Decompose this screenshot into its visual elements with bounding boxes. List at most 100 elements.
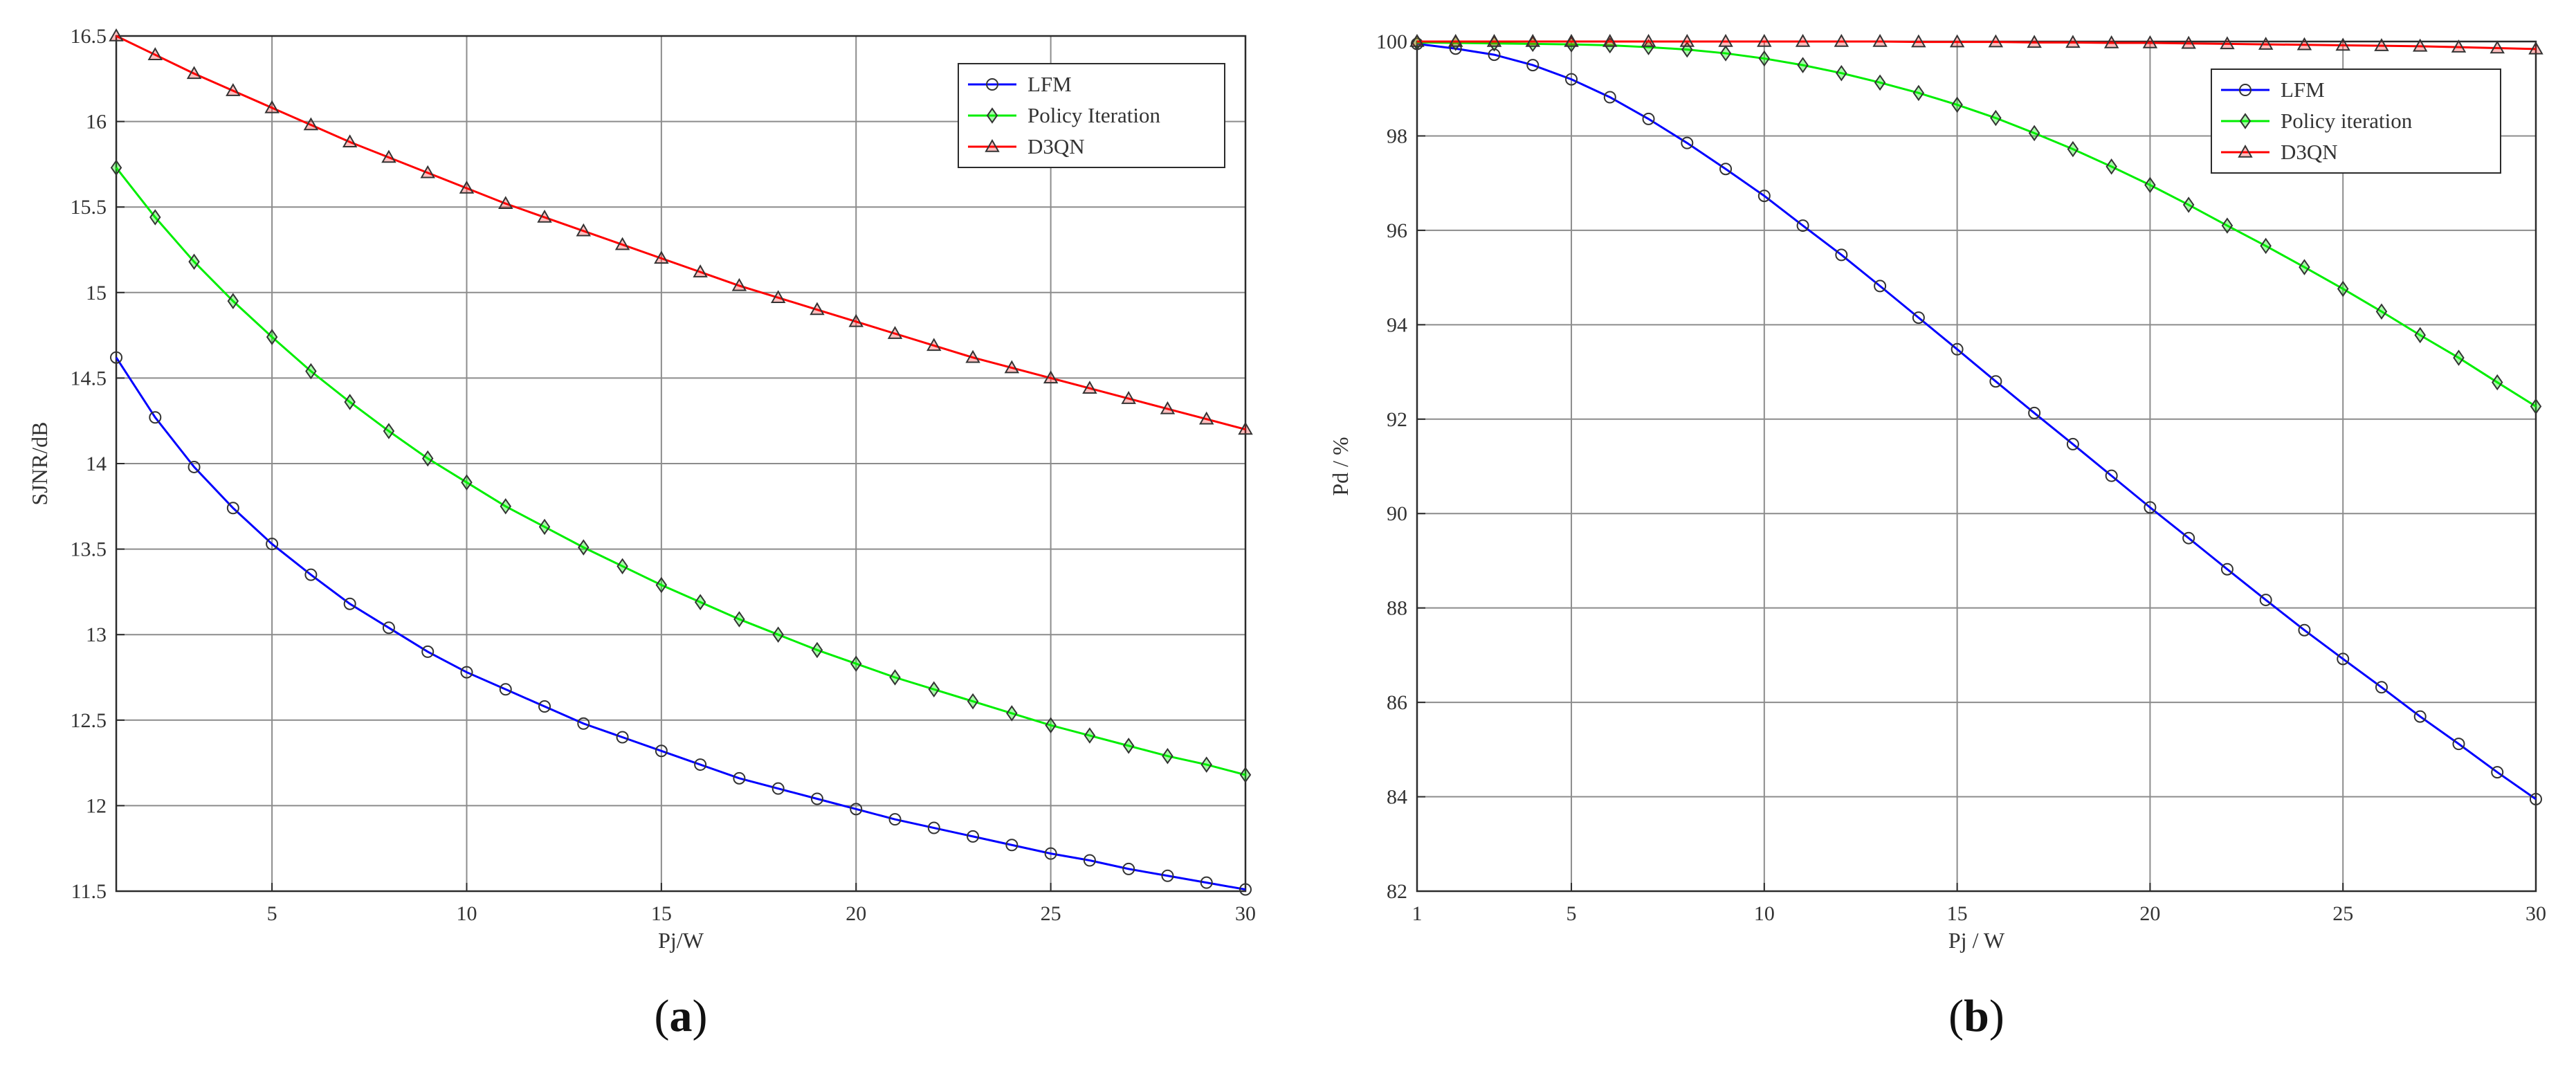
- data-point: [2335, 37, 2350, 51]
- data-point: [694, 594, 706, 610]
- data-point: [1526, 59, 1540, 72]
- data-point: [655, 744, 668, 758]
- series-policy-iteration: [1411, 34, 2542, 415]
- data-point: [2181, 35, 2196, 49]
- y-tick-label: 11.5: [71, 880, 107, 903]
- data-point: [2221, 217, 2234, 234]
- data-point: [1122, 862, 1135, 875]
- data-point: [2296, 37, 2312, 51]
- data-point: [967, 693, 979, 710]
- data-point: [771, 782, 785, 795]
- data-point: [1719, 163, 1733, 176]
- data-point: [2337, 652, 2350, 666]
- data-point: [1162, 747, 1173, 765]
- data-point: [1834, 33, 1849, 47]
- x-tick-label: 25: [2332, 902, 2353, 925]
- data-point: [2492, 374, 2503, 391]
- data-point: [2412, 38, 2428, 52]
- y-tick-label: 100: [1376, 30, 1407, 53]
- data-point: [1564, 33, 1579, 47]
- series-d3qn: [109, 28, 1253, 435]
- data-point: [1643, 39, 1654, 55]
- data-point: [694, 758, 707, 771]
- data-point: [965, 349, 980, 363]
- y-tick-label: 90: [1387, 502, 1407, 525]
- y-tick-label: 86: [1387, 691, 1407, 714]
- data-point: [2182, 531, 2195, 545]
- data-point: [811, 641, 823, 659]
- y-axis-label: Pd / %: [1328, 437, 1353, 495]
- data-point: [421, 645, 435, 658]
- data-point: [1238, 421, 1253, 435]
- data-point: [266, 538, 279, 551]
- data-point: [2220, 563, 2234, 576]
- data-point: [149, 209, 161, 226]
- data-point: [850, 655, 862, 672]
- data-point: [498, 196, 513, 210]
- data-point: [1198, 411, 1214, 425]
- data-point: [1409, 33, 1425, 47]
- data-point: [576, 223, 592, 237]
- y-tick-label: 16: [86, 111, 107, 134]
- y-tick-label: 13.5: [71, 538, 107, 561]
- data-point: [693, 264, 708, 277]
- data-point: [2220, 36, 2235, 50]
- data-point: [1005, 839, 1018, 852]
- data-point: [848, 313, 864, 327]
- data-point: [810, 792, 823, 805]
- data-point: [2105, 158, 2117, 175]
- x-tick-label: 10: [1754, 902, 1775, 925]
- data-point: [927, 821, 940, 834]
- data-point: [2414, 327, 2426, 344]
- x-tick-label: 5: [267, 902, 277, 925]
- data-point: [1951, 342, 1964, 356]
- data-point: [1160, 401, 1176, 414]
- legend-label: LFM: [1027, 72, 1072, 96]
- x-tick-label: 15: [651, 902, 672, 925]
- y-tick-label: 92: [1387, 408, 1407, 431]
- data-point: [654, 250, 669, 264]
- data-point: [577, 717, 590, 730]
- data-point: [2028, 125, 2040, 142]
- panel-label: (b): [1948, 991, 2004, 1041]
- data-point: [2144, 176, 2156, 194]
- data-point: [383, 423, 395, 439]
- y-tick-label: 16.5: [71, 25, 107, 48]
- data-point: [149, 411, 162, 424]
- data-point: [459, 180, 475, 194]
- data-point: [2491, 766, 2504, 779]
- data-point: [342, 134, 358, 148]
- data-point: [2144, 501, 2157, 514]
- y-axis-label: SJNR/dB: [27, 422, 52, 506]
- data-point: [1642, 112, 1655, 125]
- data-point: [1757, 33, 1772, 47]
- data-point: [926, 338, 942, 351]
- data-point: [2067, 140, 2079, 158]
- legend-entry: Policy Iteration: [968, 103, 1160, 127]
- data-point: [888, 813, 902, 826]
- legend-marker: [2238, 144, 2253, 158]
- data-point: [2298, 623, 2311, 637]
- y-tick-label: 94: [1387, 313, 1407, 336]
- data-point: [614, 237, 630, 250]
- y-tick-label: 12: [86, 794, 107, 817]
- legend-marker: [986, 78, 998, 91]
- series-line: [1417, 40, 2537, 51]
- series-line: [115, 167, 1246, 776]
- data-point: [2065, 35, 2081, 48]
- data-point: [1989, 375, 2002, 388]
- data-point: [2530, 398, 2542, 415]
- data-point: [420, 165, 435, 179]
- legend: LFM Policy iteration D3QN: [2211, 68, 2501, 174]
- data-point: [1949, 34, 1965, 48]
- legend-marker: [2239, 84, 2251, 96]
- data-point: [1912, 84, 1925, 102]
- data-point: [1602, 33, 1618, 47]
- legend-label: Policy Iteration: [1027, 103, 1160, 127]
- data-point: [2490, 40, 2505, 54]
- data-point: [810, 302, 825, 316]
- data-point: [421, 450, 434, 467]
- data-point: [2375, 303, 2388, 320]
- y-tick-label: 88: [1387, 597, 1407, 620]
- data-point: [2182, 197, 2195, 213]
